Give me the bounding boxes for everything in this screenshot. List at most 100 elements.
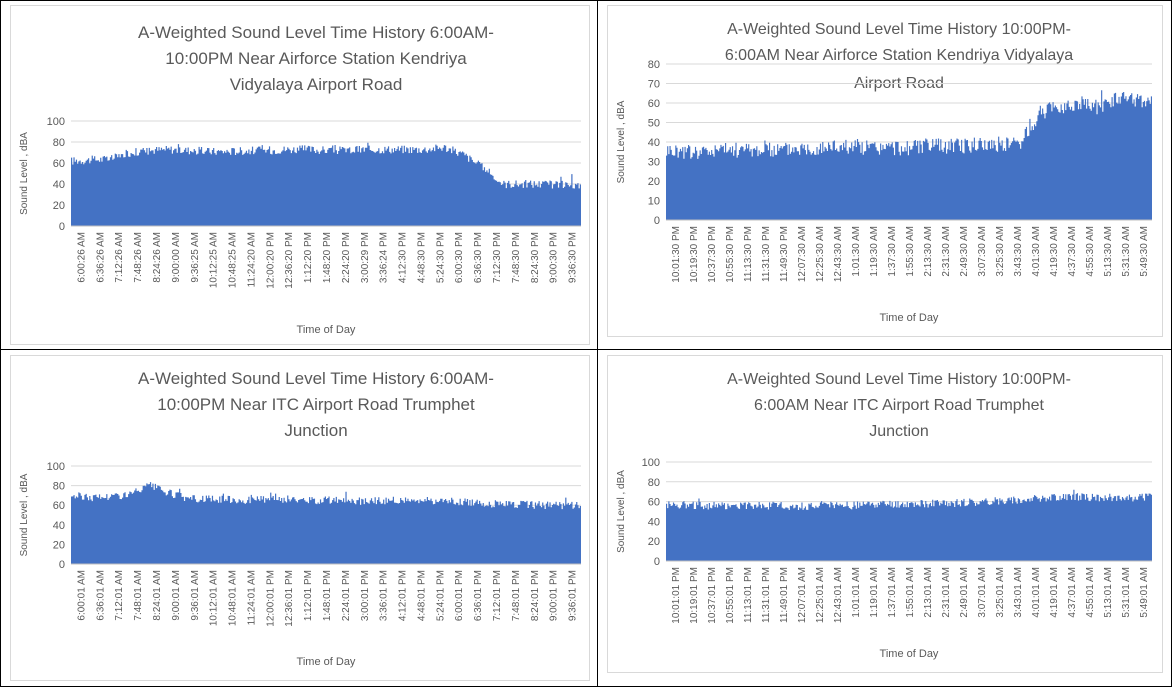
x-tick-label: 5:13:01 AM xyxy=(1103,567,1114,618)
y-tick-label: 0 xyxy=(654,556,660,568)
x-tick-label: 2:31:01 AM xyxy=(941,567,952,618)
x-tick-label: 7:48:01 PM xyxy=(511,570,522,621)
chart-2-svg: A-Weighted Sound Level Time History 10:0… xyxy=(616,21,1152,324)
x-tick-label: 5:31:01 AM xyxy=(1121,567,1132,618)
bar xyxy=(392,149,411,226)
x-tick-label: 7:12:01 PM xyxy=(492,570,503,621)
x-tick-label: 3:43:30 AM xyxy=(1013,226,1024,277)
y-tick-label: 20 xyxy=(53,200,65,212)
y-axis-label: Sound Level , dBA xyxy=(19,473,30,556)
bar xyxy=(71,161,90,226)
x-tick-label: 9:00:30 PM xyxy=(549,232,560,283)
x-tick-label: 9:36:01 AM xyxy=(190,570,201,621)
x-tick-label: 8:24:26 AM xyxy=(152,232,163,283)
bar xyxy=(900,505,918,561)
x-tick-label: 12:25:01 AM xyxy=(815,567,826,623)
chart-title-line: 6:00AM Near Airforce Station Kendriya Vi… xyxy=(725,47,1073,64)
bar xyxy=(1062,497,1080,561)
x-tick-label: 3:00:01 PM xyxy=(360,570,371,621)
y-tick-label: 100 xyxy=(47,461,65,473)
x-tick-label: 1:48:01 PM xyxy=(322,570,333,621)
x-tick-label: 1:19:30 AM xyxy=(869,226,880,277)
x-tick-label: 10:37:30 PM xyxy=(707,226,718,283)
x-tick-label: 10:12:25 AM xyxy=(209,232,220,288)
x-tick-label: 2:24:01 PM xyxy=(341,570,352,621)
y-tick-label: 30 xyxy=(648,157,660,169)
chart-title-line: A-Weighted Sound Level Time History 6:00… xyxy=(138,369,494,388)
x-tick-label: 11:24:20 AM xyxy=(246,232,257,287)
x-tick-label: 12:36:20 PM xyxy=(284,232,295,289)
y-tick-label: 20 xyxy=(648,536,660,548)
bar-series-texture xyxy=(666,489,1152,561)
x-tick-label: 9:00:01 AM xyxy=(171,570,182,621)
bar xyxy=(468,503,487,564)
bar xyxy=(1116,498,1134,561)
bar xyxy=(524,184,543,226)
bar xyxy=(335,500,354,564)
bar xyxy=(864,148,882,220)
bar xyxy=(165,493,184,564)
x-tick-label: 11:13:01 PM xyxy=(743,567,754,623)
bar xyxy=(90,497,109,564)
x-tick-label: 12:00:01 PM xyxy=(265,570,276,627)
x-tick-label: 10:12:01 AM xyxy=(209,570,220,626)
bar xyxy=(756,506,774,561)
x-tick-label: 7:12:30 PM xyxy=(492,232,503,283)
bar xyxy=(260,150,279,226)
y-tick-label: 60 xyxy=(53,158,65,170)
bar xyxy=(241,150,260,226)
x-tick-label: 6:36:01 AM xyxy=(95,570,106,621)
bar xyxy=(738,506,756,561)
x-tick-label: 1:01:01 AM xyxy=(851,567,862,618)
bar xyxy=(411,149,430,226)
x-tick-label: 2:24:20 PM xyxy=(341,232,352,283)
x-tick-label: 4:37:30 AM xyxy=(1067,226,1078,277)
bar xyxy=(184,498,203,564)
bar xyxy=(147,486,166,564)
chart-panel-1: A-Weighted Sound Level Time History 6:00… xyxy=(10,5,590,345)
y-tick-label: 60 xyxy=(648,497,660,509)
chart-1-svg: A-Weighted Sound Level Time History 6:00… xyxy=(19,23,581,336)
bar xyxy=(846,146,864,220)
x-tick-label: 10:55:30 PM xyxy=(725,226,736,283)
x-tick-label: 12:00:20 PM xyxy=(265,232,276,289)
bar xyxy=(1062,103,1080,220)
x-axis-label: Time of Day xyxy=(297,656,356,668)
x-tick-label: 4:55:01 AM xyxy=(1085,567,1096,618)
bar xyxy=(918,504,936,561)
x-tick-label: 12:07:30 AM xyxy=(797,226,808,282)
bar xyxy=(165,149,184,226)
x-tick-label: 6:00:01 AM xyxy=(76,570,87,621)
y-tick-label: 80 xyxy=(53,137,65,149)
bar xyxy=(430,147,449,226)
x-tick-label: 3:36:24 PM xyxy=(379,232,390,283)
x-tick-label: 1:12:20 PM xyxy=(303,232,314,283)
bar xyxy=(792,148,810,220)
chart-panel-4: A-Weighted Sound Level Time History 10:0… xyxy=(607,355,1163,673)
x-tick-label: 12:25:30 AM xyxy=(815,226,826,282)
y-tick-label: 60 xyxy=(53,500,65,512)
chart-3-svg: A-Weighted Sound Level Time History 6:00… xyxy=(19,369,581,668)
x-tick-label: 6:00:30 PM xyxy=(454,232,465,283)
bar-series-texture xyxy=(71,142,581,226)
x-tick-label: 4:48:30 PM xyxy=(416,232,427,283)
x-tick-label: 3:36:01 PM xyxy=(379,570,390,621)
x-tick-label: 11:49:01 PM xyxy=(779,567,790,623)
bar xyxy=(936,504,954,561)
chart-title-line: Junction xyxy=(869,423,929,440)
chart-title-line: Vidyalaya Airport Road xyxy=(230,75,403,94)
bar xyxy=(702,506,720,561)
x-tick-label: 1:01:30 AM xyxy=(851,226,862,277)
bar xyxy=(128,153,147,227)
bar xyxy=(666,150,684,220)
x-tick-label: 4:55:30 AM xyxy=(1085,226,1096,277)
y-tick-label: 50 xyxy=(648,118,660,130)
x-tick-label: 7:12:01 AM xyxy=(114,570,125,621)
x-tick-label: 5:13:30 AM xyxy=(1103,226,1114,277)
x-tick-label: 8:24:01 AM xyxy=(152,570,163,621)
bar xyxy=(203,499,222,564)
bar xyxy=(562,186,581,226)
x-tick-label: 6:36:26 AM xyxy=(95,232,106,283)
x-tick-label: 4:19:01 AM xyxy=(1049,567,1060,618)
